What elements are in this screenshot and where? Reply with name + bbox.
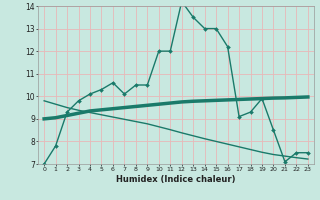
- X-axis label: Humidex (Indice chaleur): Humidex (Indice chaleur): [116, 175, 236, 184]
